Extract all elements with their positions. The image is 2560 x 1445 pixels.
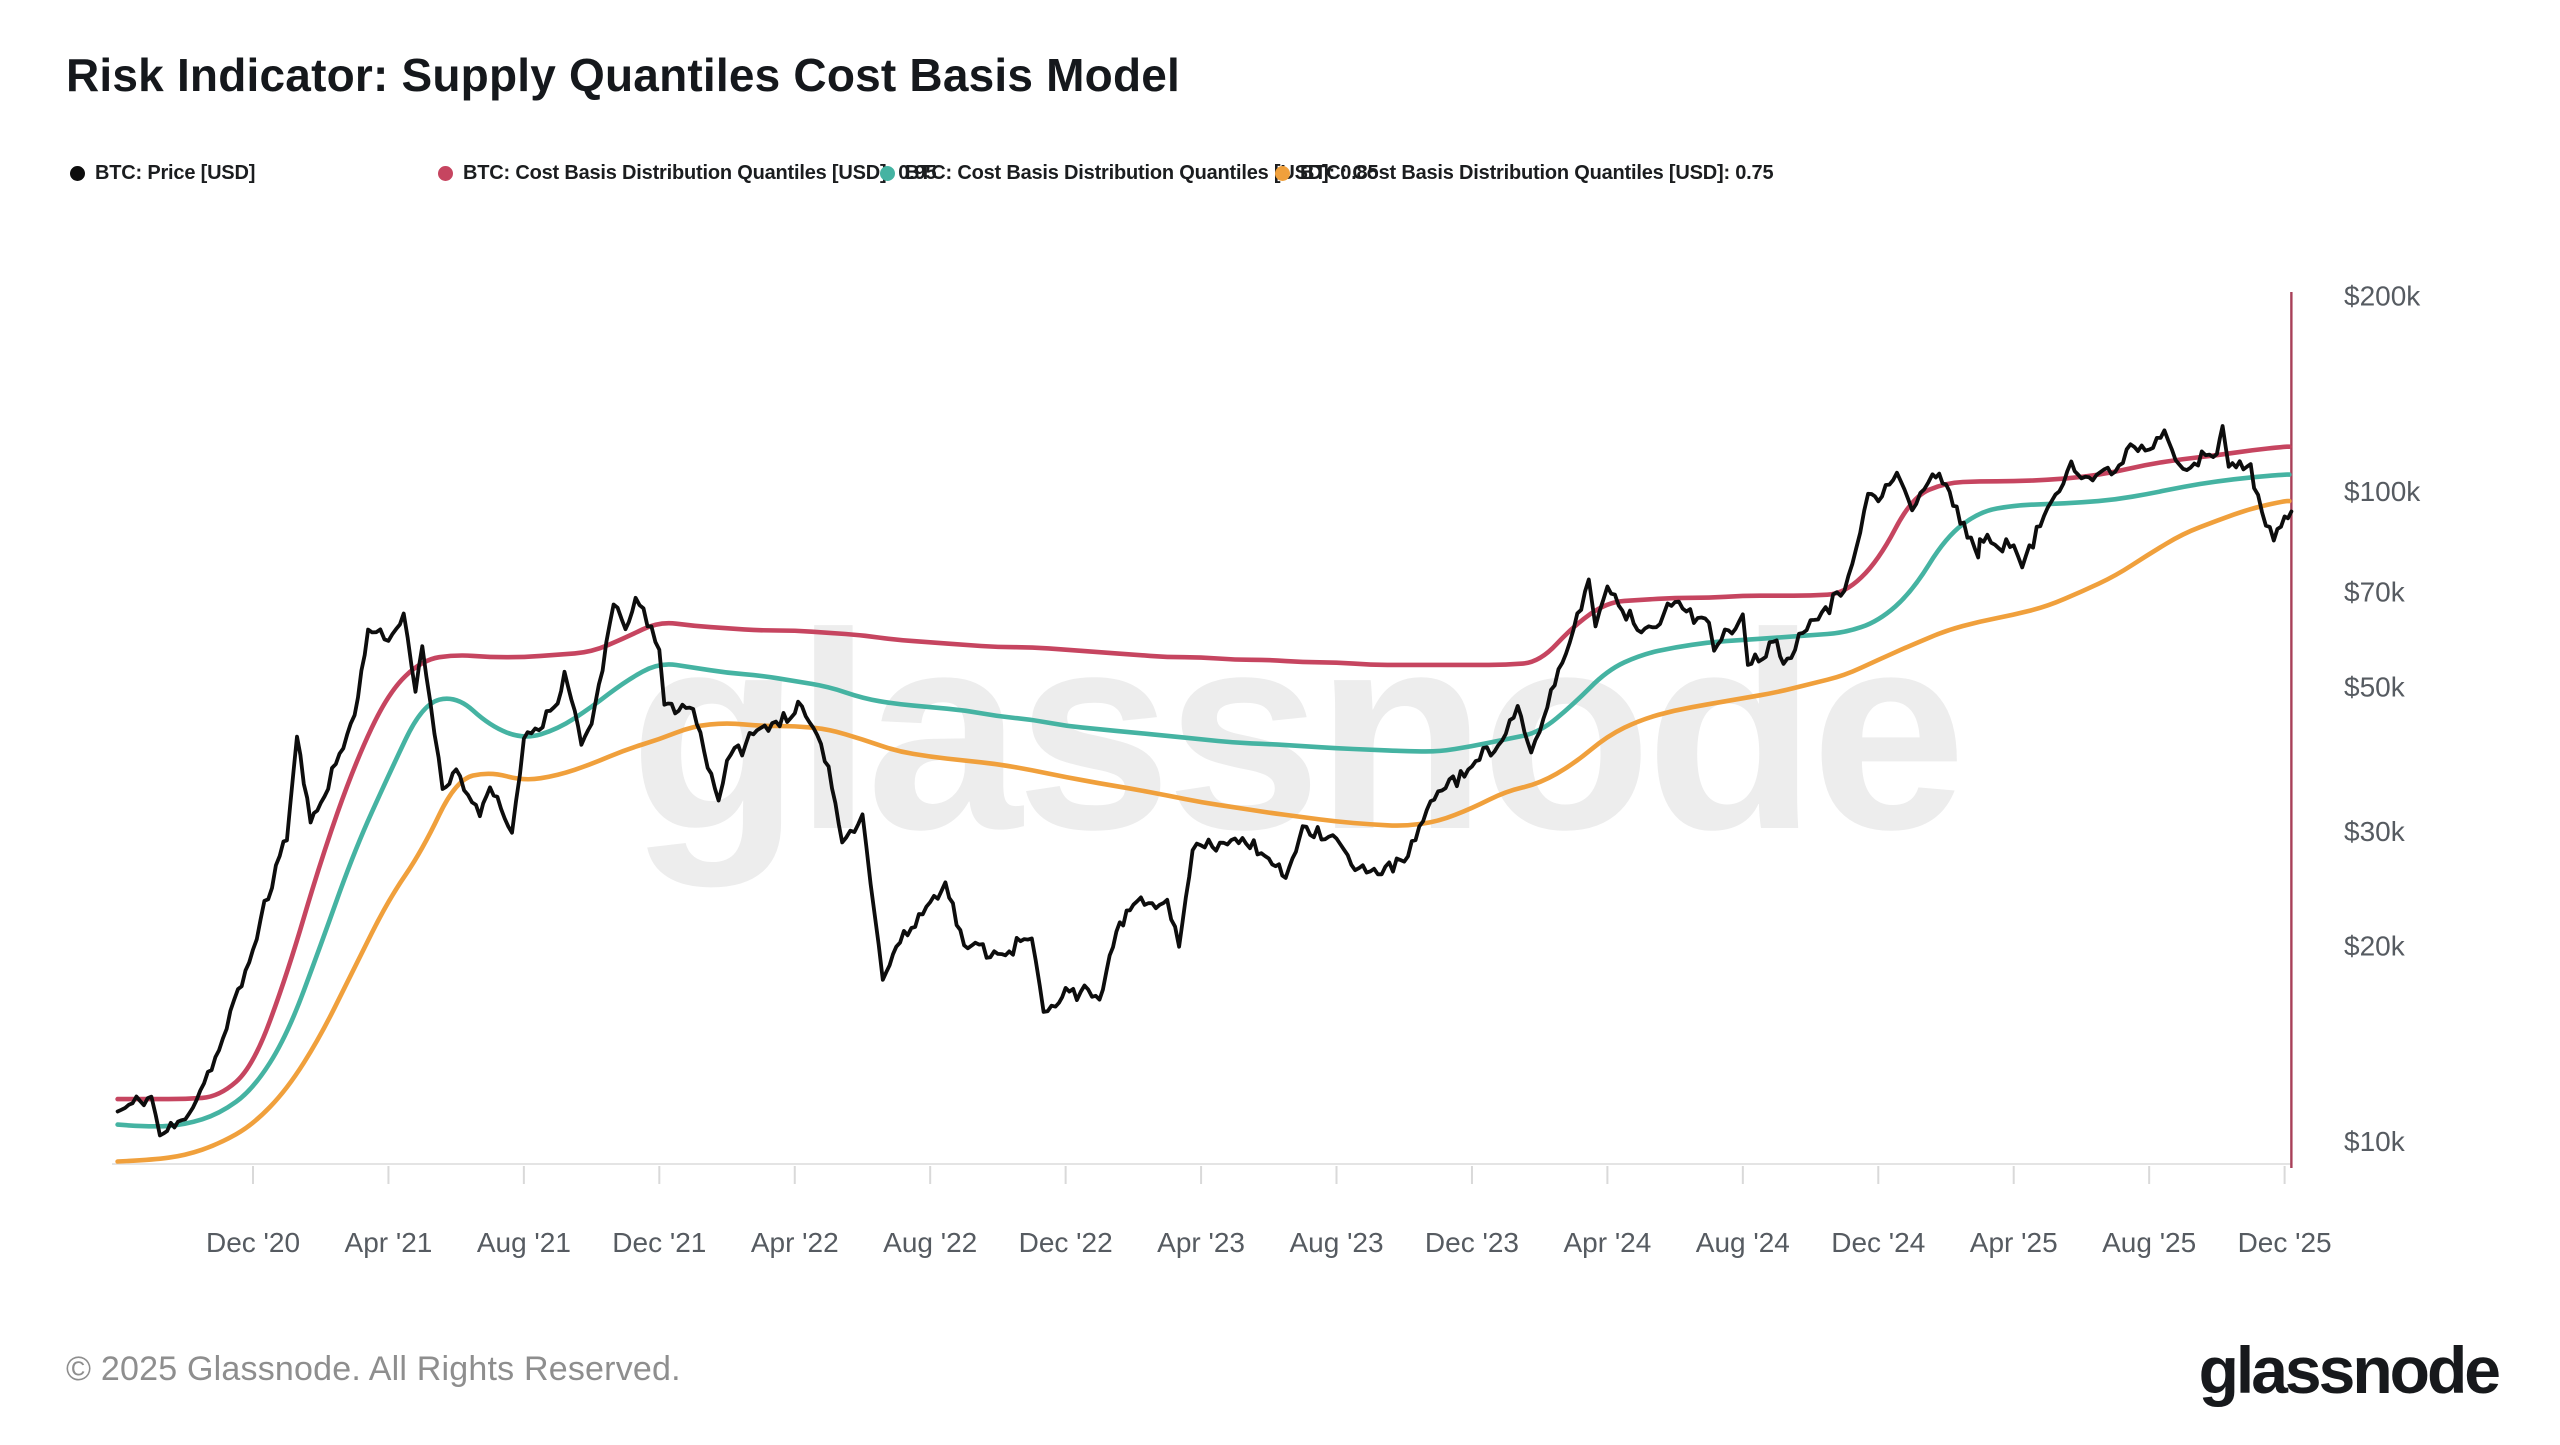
svg-text:Aug '23: Aug '23: [1289, 1227, 1383, 1258]
watermark-glassnode: glassnode: [630, 576, 1961, 889]
legend-item-quantile-075[interactable]: BTC: Cost Basis Distribution Quantiles […: [1275, 162, 1774, 185]
svg-text:Aug '21: Aug '21: [477, 1227, 571, 1258]
svg-text:Aug '25: Aug '25: [2102, 1227, 2196, 1258]
svg-text:Aug '22: Aug '22: [883, 1227, 977, 1258]
quantile-line-0.85[interactable]: [115, 472, 2292, 1129]
svg-text:$50k: $50k: [2344, 672, 2406, 703]
legend-item-quantile-085[interactable]: BTC: Cost Basis Distribution Quantiles […: [880, 162, 1379, 185]
quantile-075-dot-icon: [1275, 166, 1290, 181]
svg-text:Dec '24: Dec '24: [1831, 1227, 1925, 1258]
quantile-line-0.95[interactable]: [115, 444, 2292, 1102]
svg-text:Apr '21: Apr '21: [345, 1227, 433, 1258]
legend-item-quantile-095[interactable]: BTC: Cost Basis Distribution Quantiles […: [438, 162, 937, 185]
quantile-095-dot-icon: [438, 166, 453, 181]
y-axis: $200k $100k $70k $50k $30k $20k $10k: [2344, 280, 2421, 1157]
page-title: Risk Indicator: Supply Quantiles Cost Ba…: [66, 49, 1181, 101]
svg-text:Aug '24: Aug '24: [1696, 1227, 1790, 1258]
legend-item-price[interactable]: BTC: Price [USD]: [70, 162, 255, 185]
legend-label-quantile-085: BTC: Cost Basis Distribution Quantiles […: [905, 162, 1379, 184]
svg-text:Dec '20: Dec '20: [206, 1227, 300, 1258]
quantile-line-0.75[interactable]: [115, 498, 2292, 1164]
svg-text:Dec '23: Dec '23: [1425, 1227, 1519, 1258]
btc-price-line[interactable]: [115, 424, 2294, 1138]
svg-text:Dec '25: Dec '25: [2238, 1227, 2332, 1258]
svg-text:Dec '22: Dec '22: [1019, 1227, 1113, 1258]
chart-legend: BTC: Price [USD] BTC: Cost Basis Distrib…: [0, 162, 2560, 196]
glassnode-logo: glassnode: [2198, 1333, 2501, 1407]
svg-text:Apr '22: Apr '22: [751, 1227, 839, 1258]
svg-text:Apr '23: Apr '23: [1157, 1227, 1245, 1258]
copyright-text: © 2025 Glassnode. All Rights Reserved.: [66, 1350, 681, 1388]
price-series-dot-icon: [70, 166, 85, 181]
svg-text:Dec '21: Dec '21: [612, 1227, 706, 1258]
svg-text:$200k: $200k: [2344, 280, 2421, 311]
x-axis: Dec '20 Apr '21 Aug '21 Dec '21 Apr '22 Aug '…: [112, 1163, 2332, 1258]
svg-text:$70k: $70k: [2344, 577, 2406, 608]
quantile-085-dot-icon: [880, 166, 895, 181]
svg-text:$10k: $10k: [2344, 1126, 2406, 1157]
legend-label-quantile-075: BTC: Cost Basis Distribution Quantiles […: [1300, 162, 1774, 184]
svg-text:Apr '24: Apr '24: [1563, 1227, 1651, 1258]
legend-label-quantile-095: BTC: Cost Basis Distribution Quantiles […: [463, 162, 937, 184]
svg-text:$100k: $100k: [2344, 476, 2421, 507]
svg-text:$30k: $30k: [2344, 816, 2406, 847]
svg-text:Apr '25: Apr '25: [1970, 1227, 2058, 1258]
legend-label-price: BTC: Price [USD]: [95, 162, 256, 184]
svg-text:$20k: $20k: [2344, 930, 2406, 961]
